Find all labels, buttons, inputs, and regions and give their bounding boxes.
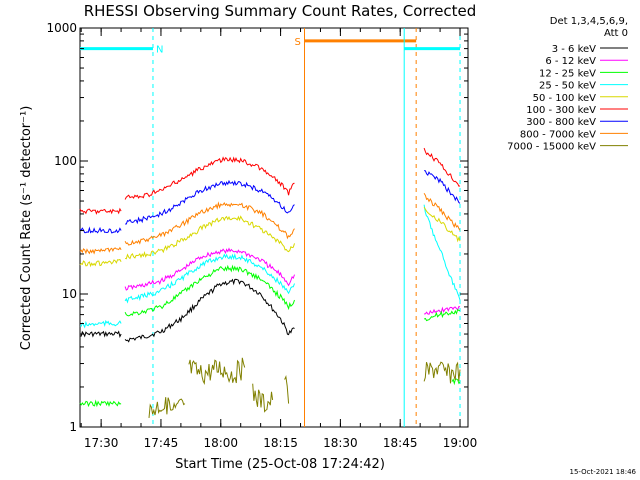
series-line	[124, 253, 295, 304]
y-tick-label: 1000	[46, 21, 77, 35]
y-tick-label: 1	[69, 420, 77, 434]
y-tick-label: 10	[62, 287, 77, 301]
legend-entry-label: 100 - 300 keV	[526, 105, 596, 116]
series-line	[423, 361, 461, 384]
y-axis-label: Corrected Count Rate (s⁻¹ detector⁻¹)	[19, 106, 34, 351]
series-line	[79, 226, 122, 234]
legend-entry-label: 50 - 100 keV	[533, 93, 597, 104]
series-line	[124, 278, 295, 343]
chart-title: RHESSI Observing Summary Count Rates, Co…	[84, 2, 477, 20]
legend-entry-label: 300 - 800 keV	[526, 117, 596, 128]
series-line	[284, 375, 290, 404]
series-line	[423, 192, 461, 231]
series-line	[79, 207, 122, 215]
legend-header-line-1: Det 1,3,4,5,6,9,	[550, 16, 628, 27]
timestamp-footer: 15-Oct-2021 18:46	[570, 468, 637, 476]
interval-label: S	[295, 37, 301, 48]
series-line	[124, 201, 295, 246]
legend-entry-label: 7000 - 15000 keV	[507, 142, 596, 153]
x-tick-label: 19:00	[443, 436, 478, 450]
legend-entry-label: 6 - 12 keV	[545, 56, 596, 67]
legend-entry-label: 800 - 7000 keV	[520, 129, 596, 140]
series-line	[451, 378, 461, 386]
series-line	[424, 170, 461, 204]
series-line	[148, 397, 186, 418]
series-line	[79, 258, 122, 268]
series-line	[423, 204, 461, 301]
series-line	[424, 305, 461, 315]
series-line	[124, 156, 295, 200]
x-tick-label: 18:15	[263, 436, 298, 450]
legend-entry-label: 12 - 25 keV	[539, 68, 596, 79]
series-line	[188, 357, 246, 386]
x-axis-label: Start Time (25-Oct-08 17:24:42)	[175, 457, 385, 472]
x-tick-label: 18:00	[203, 436, 238, 450]
x-tick-label: 18:45	[383, 436, 418, 450]
series-layer	[79, 147, 461, 418]
series-line	[423, 308, 461, 322]
series-line	[124, 215, 295, 260]
series-line	[125, 179, 295, 225]
y-axis: 1 10 100 1000	[46, 21, 468, 434]
series-line	[79, 330, 122, 338]
series-line	[124, 247, 295, 291]
series-line	[79, 246, 122, 255]
interval-label: N	[156, 45, 163, 56]
series-line	[79, 319, 122, 329]
series-line	[423, 206, 461, 243]
series-line	[124, 264, 295, 317]
legend-entry-label: 3 - 6 keV	[552, 44, 596, 55]
legend-header-line-2: Att 0	[604, 28, 628, 39]
series-line	[79, 399, 122, 408]
plot-frame	[79, 27, 469, 428]
observing-interval-markers: NS	[80, 28, 461, 427]
x-tick-label: 17:30	[84, 436, 119, 450]
legend-entry-label: 25 - 50 keV	[539, 81, 596, 92]
series-line	[252, 383, 274, 413]
y-tick-label: 100	[54, 154, 77, 168]
x-tick-label: 18:30	[323, 436, 358, 450]
series-line	[423, 147, 461, 187]
x-axis: 17:30 17:45 18:00 18:15 18:30 18:45 19:00	[80, 28, 478, 450]
x-tick-label: 17:45	[144, 436, 179, 450]
